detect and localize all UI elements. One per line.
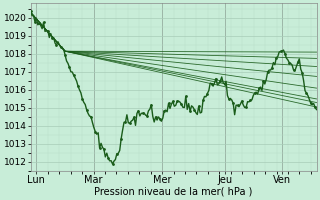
X-axis label: Pression niveau de la mer( hPa ): Pression niveau de la mer( hPa ) <box>94 187 253 197</box>
